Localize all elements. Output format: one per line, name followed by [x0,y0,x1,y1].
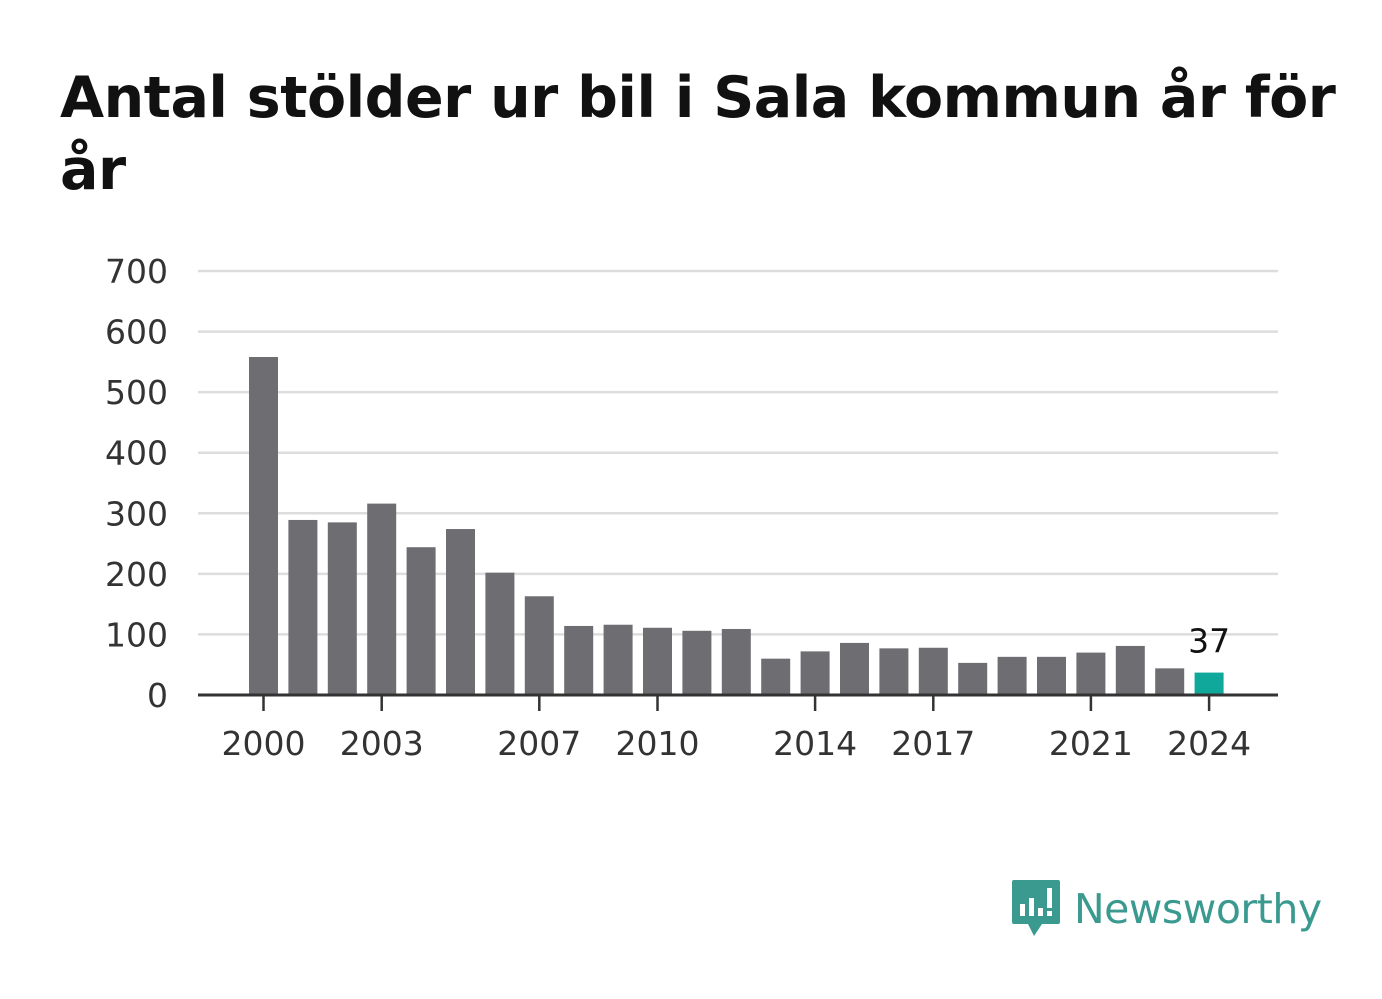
bar-2004 [406,547,436,695]
bar-2000 [249,357,278,695]
newsworthy-logo-icon [1012,880,1060,936]
bar-2010 [643,627,672,695]
bar-2021 [1076,652,1106,695]
bar-2023 [1155,668,1185,695]
bar-2017 [918,647,948,695]
data-labels: 37 [1188,622,1230,661]
bar-2009 [603,624,633,695]
x-tick-label: 2000 [222,724,306,763]
chart-title: Antal stölder ur bil i Sala kommun år fö… [60,65,1336,203]
bar-2018 [958,662,988,695]
bars [249,357,1224,695]
newsworthy-logo: Newsworthy [1010,878,1322,940]
x-tick-label: 2007 [497,724,581,763]
y-tick-label: 700 [105,252,168,291]
y-tick-label: 200 [105,555,168,594]
x-tick-label: 2017 [891,724,975,763]
bar-2012 [721,628,751,695]
y-tick-label: 100 [105,615,168,654]
x-tick-label: 2021 [1049,724,1133,763]
x-tick-label: 2024 [1167,724,1251,763]
bar-2013 [761,658,791,695]
y-axis-ticks: 0 100 200 300 400 500 600 700 [105,252,168,715]
y-tick-label: 600 [105,313,168,352]
bar-2019 [997,656,1027,695]
x-tick-label: 2003 [340,724,424,763]
bar-2001 [288,519,318,695]
bar-2015 [840,642,869,695]
bar-2020 [1037,656,1066,695]
bar-2007 [524,596,554,695]
bar-2022 [1115,645,1145,695]
y-tick-label: 300 [105,494,168,533]
y-tick-label: 400 [105,434,168,473]
bar-2008 [564,625,594,695]
x-tick-label: 2014 [773,724,857,763]
y-tick-label: 500 [105,373,168,412]
brand-name: Newsworthy [1074,885,1322,933]
x-tick-label: 2010 [616,724,700,763]
bar-2002 [327,522,357,695]
bar-2003 [367,503,397,695]
bar-2014 [800,651,830,695]
bar-2006 [485,572,515,695]
grid-lines [198,269,1278,636]
bar-2024 [1194,672,1224,695]
data-label-2024: 37 [1188,622,1230,661]
y-tick-label: 0 [147,676,168,715]
x-axis: 2000 2003 2007 2010 2014 2017 2021 2024 [198,693,1278,763]
bar-2016 [879,648,909,695]
bar-2011 [682,630,712,695]
bar-2005 [446,529,475,695]
